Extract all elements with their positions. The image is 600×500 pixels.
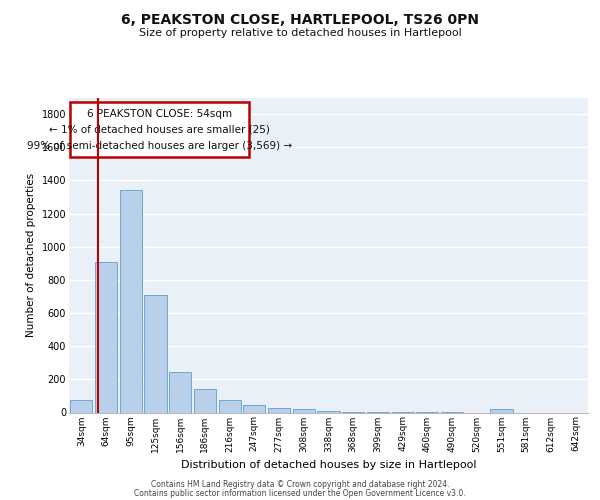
Bar (490, 409, 512, 412)
Bar (243, 405, 265, 412)
Bar (317, 411, 340, 412)
Bar (194, 390, 216, 412)
Y-axis label: Number of detached properties: Number of detached properties (26, 173, 36, 337)
Bar (145, 295, 167, 412)
Text: 6, PEAKSTON CLOSE, HARTLEPOOL, TS26 0PN: 6, PEAKSTON CLOSE, HARTLEPOOL, TS26 0PN (121, 12, 479, 26)
Bar (218, 400, 241, 412)
Text: Contains HM Land Registry data © Crown copyright and database right 2024.: Contains HM Land Registry data © Crown c… (151, 480, 449, 489)
Bar (119, 190, 142, 412)
Text: 6 PEAKSTON CLOSE: 54sqm: 6 PEAKSTON CLOSE: 54sqm (87, 109, 232, 119)
Bar (95, 262, 117, 412)
Bar (70, 102, 250, 157)
Bar (70, 400, 92, 412)
Text: Contains public sector information licensed under the Open Government Licence v3: Contains public sector information licen… (134, 488, 466, 498)
Text: Size of property relative to detached houses in Hartlepool: Size of property relative to detached ho… (139, 28, 461, 38)
Text: ← 1% of detached houses are smaller (25): ← 1% of detached houses are smaller (25) (49, 125, 270, 135)
X-axis label: Distribution of detached houses by size in Hartlepool: Distribution of detached houses by size … (181, 460, 476, 470)
Bar (169, 372, 191, 412)
Bar (293, 409, 315, 412)
Text: 99% of semi-detached houses are larger (3,569) →: 99% of semi-detached houses are larger (… (27, 140, 292, 150)
Bar (268, 408, 290, 412)
